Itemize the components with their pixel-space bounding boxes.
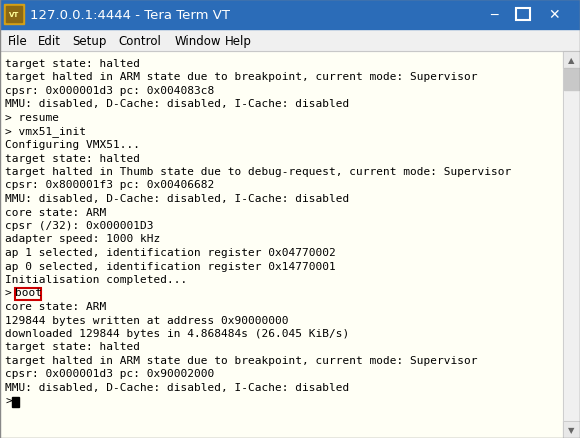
Text: target state: halted: target state: halted xyxy=(5,153,140,163)
Text: ap 0 selected, identification register 0x14770001: ap 0 selected, identification register 0… xyxy=(5,261,336,271)
Text: > resume: > resume xyxy=(5,113,59,123)
Bar xyxy=(0,30,580,52)
Bar xyxy=(563,52,580,69)
Text: cpsr: 0x800001f3 pc: 0x00406682: cpsr: 0x800001f3 pc: 0x00406682 xyxy=(5,180,214,190)
Text: >: > xyxy=(5,396,12,406)
Bar xyxy=(0,52,563,438)
Text: ap 1 selected, identification register 0x04770002: ap 1 selected, identification register 0… xyxy=(5,247,336,258)
Text: Configuring VMX51...: Configuring VMX51... xyxy=(5,140,140,150)
Text: cpsr (/32): 0x000001D3: cpsr (/32): 0x000001D3 xyxy=(5,220,154,230)
Text: ▲: ▲ xyxy=(568,56,575,65)
Text: File: File xyxy=(8,35,28,47)
Text: ✕: ✕ xyxy=(548,8,560,22)
Text: cpsr: 0x000001d3 pc: 0x90002000: cpsr: 0x000001d3 pc: 0x90002000 xyxy=(5,369,214,378)
Bar xyxy=(563,421,580,438)
Text: MMU: disabled, D-Cache: disabled, I-Cache: disabled: MMU: disabled, D-Cache: disabled, I-Cach… xyxy=(5,99,349,109)
Text: target state: halted: target state: halted xyxy=(5,342,140,352)
Bar xyxy=(563,52,580,438)
Text: core state: ARM: core state: ARM xyxy=(5,301,106,311)
Text: boot: boot xyxy=(16,288,42,298)
Text: adapter speed: 1000 kHz: adapter speed: 1000 kHz xyxy=(5,234,160,244)
Text: Control: Control xyxy=(118,35,161,47)
Text: target state: halted: target state: halted xyxy=(5,59,140,69)
Text: MMU: disabled, D-Cache: disabled, I-Cache: disabled: MMU: disabled, D-Cache: disabled, I-Cach… xyxy=(5,382,349,392)
Bar xyxy=(0,0,580,30)
Bar xyxy=(6,7,22,23)
Bar xyxy=(12,396,19,407)
Text: Setup: Setup xyxy=(72,35,106,47)
Text: >: > xyxy=(5,288,19,298)
Bar xyxy=(564,69,579,91)
Bar xyxy=(563,52,580,69)
Text: 127.0.0.1:4444 - Tera Term VT: 127.0.0.1:4444 - Tera Term VT xyxy=(30,8,230,21)
Text: downloaded 129844 bytes in 4.868484s (26.045 KiB/s): downloaded 129844 bytes in 4.868484s (26… xyxy=(5,328,349,338)
Text: Window: Window xyxy=(175,35,222,47)
Text: VT: VT xyxy=(9,12,19,18)
Text: ─: ─ xyxy=(490,8,498,21)
Text: target halted in Thumb state due to debug-request, current mode: Supervisor: target halted in Thumb state due to debu… xyxy=(5,166,511,177)
Text: target halted in ARM state due to breakpoint, current mode: Supervisor: target halted in ARM state due to breakp… xyxy=(5,72,477,82)
Text: target halted in ARM state due to breakpoint, current mode: Supervisor: target halted in ARM state due to breakp… xyxy=(5,355,477,365)
Text: ▼: ▼ xyxy=(568,425,575,434)
Bar xyxy=(4,5,24,25)
Text: Initialisation completed...: Initialisation completed... xyxy=(5,274,187,284)
Bar xyxy=(563,52,580,438)
Text: Edit: Edit xyxy=(38,35,61,47)
Text: core state: ARM: core state: ARM xyxy=(5,207,106,217)
Text: MMU: disabled, D-Cache: disabled, I-Cache: disabled: MMU: disabled, D-Cache: disabled, I-Cach… xyxy=(5,194,349,204)
Bar xyxy=(14,288,41,300)
Text: 129844 bytes written at address 0x90000000: 129844 bytes written at address 0x900000… xyxy=(5,315,288,325)
Bar xyxy=(563,421,580,438)
Text: cpsr: 0x000001d3 pc: 0x004083c8: cpsr: 0x000001d3 pc: 0x004083c8 xyxy=(5,86,214,96)
Text: Help: Help xyxy=(225,35,252,47)
Text: > vmx51_init: > vmx51_init xyxy=(5,126,86,137)
Bar xyxy=(516,9,530,21)
